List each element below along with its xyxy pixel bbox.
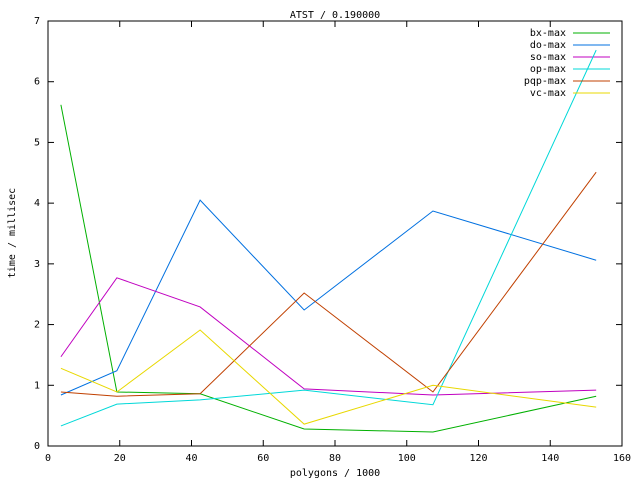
y-axis-label: time / millisec [7,188,18,278]
y-tick-label: 7 [34,16,40,27]
x-tick-label: 100 [398,453,416,464]
x-tick-label: 60 [257,453,269,464]
series-line [60,49,597,427]
series-line [60,171,597,397]
x-tick-label: 160 [613,453,631,464]
series-line [60,199,597,396]
x-tick-label: 120 [469,453,487,464]
x-axis-label: polygons / 1000 [290,468,380,479]
series-line [60,329,597,425]
x-tick-label: 80 [329,453,341,464]
chart-title: ATST / 0.190000 [290,10,380,21]
series-line [60,277,597,396]
legend-label: op-max [530,64,566,75]
x-tick-label: 140 [541,453,559,464]
y-tick-label: 4 [34,198,40,209]
legend-label: do-max [530,40,566,51]
legend-label: so-max [530,52,566,63]
x-tick-label: 20 [114,453,126,464]
y-tick-label: 0 [34,441,40,452]
x-tick-label: 40 [185,453,197,464]
x-tick-label: 0 [45,453,51,464]
series-line [60,104,597,433]
legend-label: vc-max [530,88,566,99]
y-tick-label: 6 [34,77,40,88]
y-tick-label: 2 [34,320,40,331]
legend-label: pqp-max [524,76,566,87]
y-tick-label: 1 [34,380,40,391]
y-tick-label: 3 [34,259,40,270]
y-tick-label: 5 [34,137,40,148]
legend-label: bx-max [530,28,566,39]
